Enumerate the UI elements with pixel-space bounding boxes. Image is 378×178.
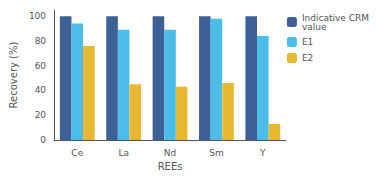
svg-text:0: 0	[40, 135, 46, 145]
svg-text:Sm: Sm	[209, 148, 223, 158]
svg-text:E2: E2	[302, 53, 313, 63]
svg-text:60: 60	[35, 61, 47, 71]
svg-text:40: 40	[35, 85, 47, 95]
svg-text:value: value	[302, 22, 327, 32]
svg-text:20: 20	[35, 110, 47, 120]
svg-text:Y: Y	[259, 148, 266, 158]
svg-text:80: 80	[35, 36, 47, 46]
svg-text:Recovery (%): Recovery (%)	[8, 41, 19, 108]
svg-text:La: La	[118, 148, 129, 158]
svg-text:REEs: REEs	[158, 161, 183, 172]
svg-text:100: 100	[29, 11, 46, 21]
svg-text:Nd: Nd	[164, 148, 176, 158]
svg-text:Ce: Ce	[71, 148, 83, 158]
svg-text:Indicative CRM: Indicative CRM	[301, 12, 369, 23]
svg-text:E1: E1	[302, 37, 313, 47]
